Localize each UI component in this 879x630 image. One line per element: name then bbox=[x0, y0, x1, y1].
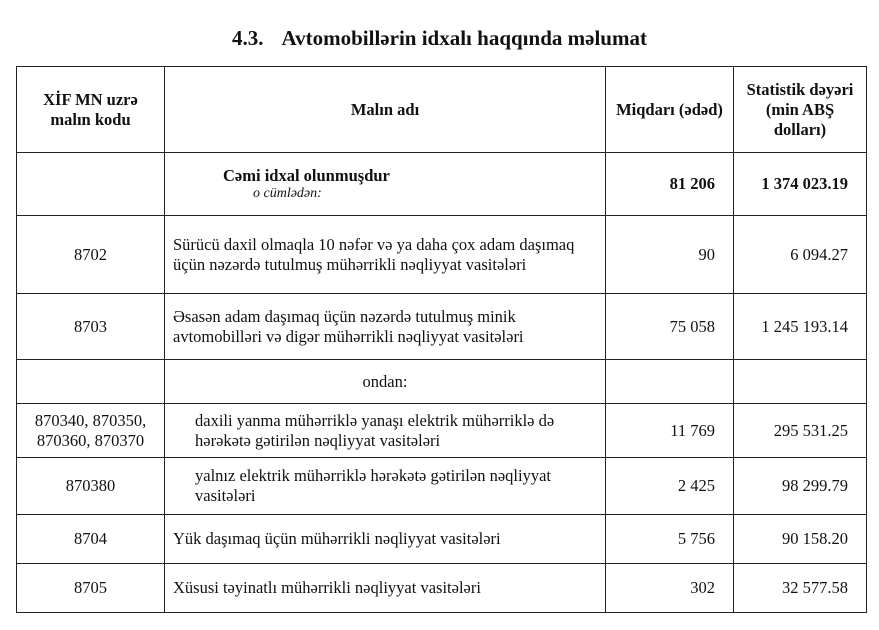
total-value: 1 374 023.19 bbox=[733, 152, 867, 216]
table-row: 870380 yalnız elektrik mühərriklə hərəkə… bbox=[16, 457, 867, 515]
total-row: Cəmi idxal olunmuşdur o cümlədən: 81 206… bbox=[16, 152, 867, 216]
header-quantity: Miqdarı (ədəd) bbox=[605, 66, 734, 153]
title-number: 4.3. bbox=[232, 26, 264, 50]
row-code: 8703 bbox=[16, 293, 165, 360]
total-quantity: 81 206 bbox=[605, 152, 734, 216]
total-name: Cəmi idxal olunmuşdur o cümlədən: bbox=[164, 152, 606, 216]
header-code: XİF MN uzrə malın kodu bbox=[16, 66, 165, 153]
header-row: XİF MN uzrə malın kodu Malın adı Miqdarı… bbox=[16, 66, 867, 153]
row-quantity: 90 bbox=[605, 215, 734, 294]
table-row: 8705 Xüsusi təyinatlı mühərrikli nəqliyy… bbox=[16, 563, 867, 613]
ondan-label: ondan: bbox=[164, 359, 606, 404]
row-value: 295 531.25 bbox=[733, 403, 867, 458]
row-name: Yük daşımaq üçün mühərrikli nəqliyyat va… bbox=[164, 514, 606, 564]
row-value: 98 299.79 bbox=[733, 457, 867, 515]
import-table: XİF MN uzrə malın kodu Malın adı Miqdarı… bbox=[16, 66, 867, 613]
table-row: 8702 Sürücü daxil olmaqla 10 nəfər və ya… bbox=[16, 215, 867, 294]
total-label: Cəmi idxal olunmuşdur bbox=[223, 166, 390, 185]
row-quantity: 302 bbox=[605, 563, 734, 613]
row-value: 1 245 193.14 bbox=[733, 293, 867, 360]
row-name: Xüsusi təyinatlı mühərrikli nəqliyyat va… bbox=[164, 563, 606, 613]
table-row: 870340, 870350, 870360, 870370 daxili ya… bbox=[16, 403, 867, 458]
total-sublabel: o cümlədən: bbox=[253, 186, 322, 201]
row-name: yalnız elektrik mühərriklə hərəkətə gəti… bbox=[164, 457, 606, 515]
row-value: 90 158.20 bbox=[733, 514, 867, 564]
row-name: Sürücü daxil olmaqla 10 nəfər və ya daha… bbox=[164, 215, 606, 294]
header-name: Malın adı bbox=[164, 66, 606, 153]
row-name: Əsasən adam daşımaq üçün nəzərdə tutulmu… bbox=[164, 293, 606, 360]
empty-cell bbox=[733, 359, 867, 404]
row-code: 870340, 870350, 870360, 870370 bbox=[16, 403, 165, 458]
page-title: 4.3. Avtomobillərin idxalı haqqında məlum… bbox=[0, 26, 879, 51]
empty-cell bbox=[605, 359, 734, 404]
row-value: 32 577.58 bbox=[733, 563, 867, 613]
total-code bbox=[16, 152, 165, 216]
row-name: daxili yanma mühərriklə yanaşı elektrik … bbox=[164, 403, 606, 458]
row-code: 8702 bbox=[16, 215, 165, 294]
row-quantity: 2 425 bbox=[605, 457, 734, 515]
ondan-row: ondan: bbox=[16, 359, 867, 404]
table-row: 8704 Yük daşımaq üçün mühərrikli nəqliyy… bbox=[16, 514, 867, 564]
row-quantity: 11 769 bbox=[605, 403, 734, 458]
row-code: 8704 bbox=[16, 514, 165, 564]
header-value: Statistik dəyəri (min ABŞ dolları) bbox=[733, 66, 867, 153]
empty-cell bbox=[16, 359, 165, 404]
row-quantity: 5 756 bbox=[605, 514, 734, 564]
row-code: 870380 bbox=[16, 457, 165, 515]
row-value: 6 094.27 bbox=[733, 215, 867, 294]
row-quantity: 75 058 bbox=[605, 293, 734, 360]
table-row: 8703 Əsasən adam daşımaq üçün nəzərdə tu… bbox=[16, 293, 867, 360]
title-text: Avtomobillərin idxalı haqqında məlumat bbox=[281, 26, 647, 50]
row-code: 8705 bbox=[16, 563, 165, 613]
